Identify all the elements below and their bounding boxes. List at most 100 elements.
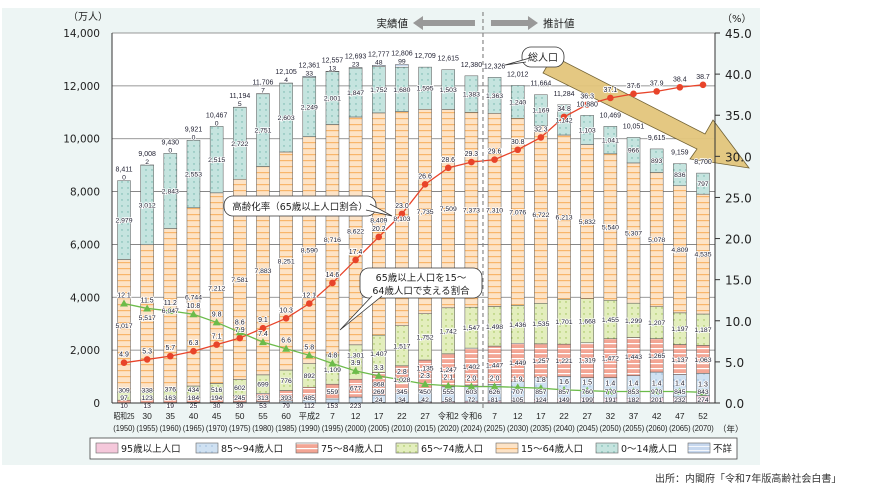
data-point-label: 2.0 — [467, 376, 477, 383]
x-tick-year: (2020) — [437, 424, 459, 433]
segment-value-label: 7,509 — [440, 206, 457, 213]
series-line — [123, 302, 704, 393]
segment-value-label: 376 — [165, 387, 177, 394]
data-point — [699, 388, 707, 396]
data-point — [583, 386, 592, 394]
data-point — [236, 334, 244, 342]
x-tick-year: (1960) — [160, 424, 182, 433]
data-point — [143, 356, 151, 363]
total-value-label: 12,777 — [368, 51, 390, 58]
data-point-label: 2.3 — [420, 373, 430, 380]
segment-value-label: 7,310 — [486, 207, 503, 214]
x-tick-era: 45 — [212, 411, 222, 421]
x-tick-year: (2060) — [646, 424, 668, 433]
segment-value-label: 313 — [257, 395, 269, 402]
segment-value-label: 79 — [282, 403, 290, 410]
data-point — [606, 387, 615, 395]
total-value-label: 9,008 — [138, 151, 156, 158]
x-tick-year: (2000) — [345, 424, 367, 433]
segment-value-label: 7,076 — [509, 209, 526, 216]
segment-value-label: 2,843 — [162, 188, 179, 195]
right-tick-label: 30.0 — [725, 150, 752, 164]
data-point-label: 4.9 — [119, 352, 129, 359]
segment-value-label: 13 — [143, 403, 151, 410]
segment-value-label: 1,449 — [509, 360, 526, 367]
segment-value-label: 1,443 — [625, 354, 642, 361]
segment-value-label: 19 — [167, 403, 175, 410]
x-tick-era: 27 — [420, 411, 430, 421]
segment-value-label: 1,265 — [648, 353, 665, 360]
x-tick-era: 令和2 — [438, 411, 459, 421]
bar-stack — [395, 64, 409, 404]
total-population-label: 総人口 — [528, 51, 558, 64]
segment-value-label: 2,249 — [301, 104, 318, 111]
data-point-label: 37.9 — [650, 80, 664, 87]
data-point-label: 12.1 — [117, 293, 131, 300]
bar-segment-0-14 — [696, 172, 710, 195]
data-point — [282, 344, 291, 352]
segment-value-label: 0 — [122, 175, 126, 182]
actual-label: 実績値 — [376, 17, 408, 30]
data-point — [468, 158, 475, 166]
data-point — [536, 384, 545, 392]
data-point-label: 29.3 — [465, 151, 479, 158]
segment-value-label: 0 — [192, 134, 196, 141]
support-ratio-label-1: 65歳以上人口を15～ — [376, 272, 467, 284]
segment-value-label: 770 — [605, 389, 617, 396]
x-tick-era: 昭和25 — [114, 411, 135, 421]
bar-segment-0-14 — [163, 153, 178, 229]
x-tick-era: 17 — [374, 411, 384, 421]
x-tick-era: 60 — [281, 411, 291, 421]
segment-value-label: 1,301 — [347, 353, 364, 360]
x-tick-year: (1995) — [322, 424, 344, 433]
segment-value-label: 1,363 — [486, 93, 503, 100]
right-tick-label: 40.0 — [725, 68, 752, 82]
x-tick-year: (1965) — [183, 424, 205, 433]
total-value-label: 12,326 — [484, 63, 506, 70]
segment-value-label: 2,722 — [231, 141, 248, 148]
data-point — [167, 352, 174, 360]
segment-value-label: 34 — [398, 397, 406, 404]
segment-value-label: 338 — [141, 387, 153, 394]
segment-value-label: 53 — [259, 403, 267, 410]
data-point — [630, 90, 637, 98]
data-point — [166, 306, 175, 314]
x-tick-era: 52 — [698, 411, 708, 421]
x-tick-era: 55 — [258, 411, 268, 421]
segment-value-label: 6,744 — [185, 294, 202, 301]
data-point-label: 20.2 — [372, 226, 386, 233]
legend-label: 0～14歳人口 — [621, 443, 677, 455]
x-tick-era: 32 — [606, 411, 616, 421]
bar-stack — [673, 163, 687, 404]
segment-value-label: 602 — [234, 385, 246, 392]
segment-value-label: 309 — [118, 388, 130, 395]
x-tick-era: 22 — [559, 411, 569, 421]
right-tick-label: 15.0 — [725, 274, 752, 288]
x-tick-era: 7 — [330, 411, 335, 421]
legend-label: 85～94歳人口 — [221, 443, 283, 455]
data-point — [699, 81, 707, 89]
data-point — [258, 338, 267, 346]
callout-pointer — [504, 57, 531, 66]
x-tick-era: 17 — [536, 411, 546, 421]
x-axis-unit: （年） — [718, 424, 744, 435]
total-value-label: 12,615 — [438, 56, 460, 63]
data-point-label: 11.2 — [164, 300, 177, 307]
data-point — [421, 380, 430, 388]
segment-value-label: 7,373 — [463, 207, 480, 214]
data-point — [120, 359, 128, 367]
data-point-label: 1.4 — [675, 380, 685, 387]
segment-value-label: 5,017 — [115, 323, 132, 330]
x-tick-era: 12 — [513, 411, 523, 421]
segment-value-label: 1,742 — [440, 328, 457, 335]
data-point-label: 36.3 — [580, 94, 594, 101]
segment-value-label: 8,251 — [278, 258, 295, 265]
segment-value-label: 8,590 — [301, 248, 318, 255]
data-point-label: 10.3 — [279, 307, 293, 314]
bar-stack — [464, 75, 479, 404]
segment-value-label: 1,063 — [694, 357, 711, 364]
x-tick-era: 令和6 — [461, 411, 482, 421]
data-point — [491, 156, 498, 163]
data-point-label: 2.8 — [397, 369, 407, 376]
